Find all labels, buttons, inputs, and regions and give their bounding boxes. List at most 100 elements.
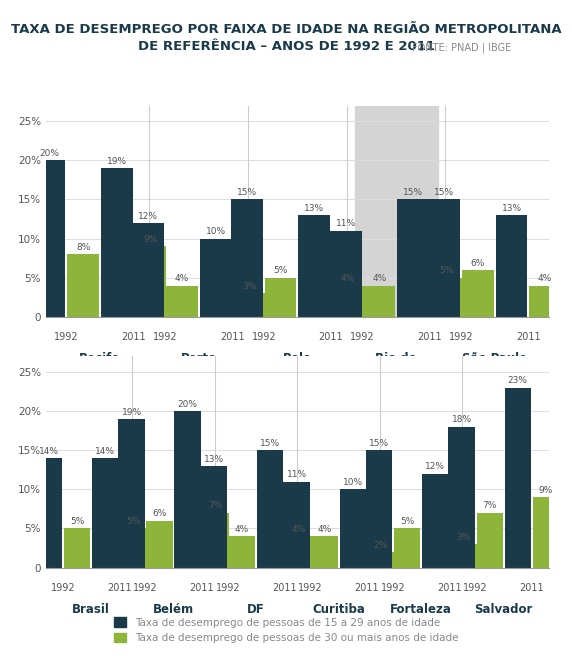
- Bar: [533, 497, 559, 568]
- Text: 1992: 1992: [381, 583, 406, 593]
- Text: 20%: 20%: [39, 149, 59, 158]
- Text: 1992: 1992: [350, 333, 375, 343]
- Bar: [476, 513, 503, 568]
- Text: 13%: 13%: [502, 204, 522, 213]
- Text: Rio de
Janeiro: Rio de Janeiro: [373, 352, 419, 380]
- Text: 5%: 5%: [400, 517, 414, 526]
- Text: 6%: 6%: [153, 510, 167, 518]
- Bar: [312, 537, 338, 568]
- Text: 10%: 10%: [205, 227, 225, 236]
- Text: 15%: 15%: [403, 188, 423, 197]
- Text: 9%: 9%: [143, 235, 157, 244]
- Text: 5%: 5%: [273, 267, 288, 275]
- Text: 2011: 2011: [107, 583, 132, 593]
- Text: Salvador: Salvador: [475, 603, 533, 616]
- Text: 2011: 2011: [437, 583, 462, 593]
- Bar: [448, 427, 475, 568]
- Bar: [529, 286, 561, 317]
- Bar: [462, 270, 494, 317]
- Bar: [201, 466, 227, 568]
- Text: Recife: Recife: [80, 352, 121, 365]
- Bar: [202, 513, 229, 568]
- Text: 14%: 14%: [39, 447, 59, 456]
- Text: 2011: 2011: [516, 333, 541, 343]
- Bar: [285, 537, 312, 568]
- Text: 3%: 3%: [456, 533, 471, 542]
- Text: 4%: 4%: [291, 525, 305, 534]
- Bar: [299, 215, 330, 317]
- Text: 2011: 2011: [355, 583, 379, 593]
- Text: 3%: 3%: [242, 282, 256, 291]
- Text: 11%: 11%: [336, 219, 356, 228]
- Bar: [231, 199, 263, 317]
- Text: 7%: 7%: [483, 502, 497, 510]
- Bar: [283, 482, 310, 568]
- Text: 4%: 4%: [341, 274, 355, 283]
- Text: 15%: 15%: [260, 439, 280, 448]
- Bar: [368, 552, 394, 568]
- Text: 20%: 20%: [178, 400, 198, 409]
- Text: 1992: 1992: [216, 583, 240, 593]
- Bar: [450, 544, 476, 568]
- Text: 6%: 6%: [471, 259, 485, 267]
- Text: 2011: 2011: [272, 583, 296, 593]
- Text: 1992: 1992: [449, 333, 474, 343]
- Text: Porto
Alegre: Porto Alegre: [177, 352, 220, 380]
- Bar: [229, 537, 255, 568]
- Bar: [92, 458, 118, 568]
- Text: 15%: 15%: [237, 188, 257, 197]
- Bar: [428, 199, 460, 317]
- Bar: [64, 529, 90, 568]
- Text: DF: DF: [247, 603, 265, 616]
- Bar: [332, 286, 364, 317]
- Text: 1992: 1992: [153, 333, 177, 343]
- Text: FONTE: PNAD | IBGE: FONTE: PNAD | IBGE: [412, 43, 511, 53]
- Text: 1992: 1992: [299, 583, 323, 593]
- Text: 4%: 4%: [175, 274, 189, 283]
- Bar: [364, 286, 395, 317]
- Text: Belo
Horizonte: Belo Horizonte: [265, 352, 329, 380]
- Text: 1992: 1992: [54, 333, 79, 343]
- Bar: [166, 286, 198, 317]
- Text: 15%: 15%: [369, 439, 389, 448]
- Text: 23%: 23%: [508, 376, 528, 385]
- Text: São Paulo: São Paulo: [462, 352, 527, 365]
- Bar: [366, 450, 392, 568]
- Bar: [146, 521, 173, 568]
- Text: 10%: 10%: [343, 478, 363, 487]
- Bar: [422, 474, 448, 568]
- Bar: [265, 278, 296, 317]
- Text: 2%: 2%: [374, 541, 388, 550]
- Bar: [330, 231, 362, 317]
- Text: Brasil: Brasil: [72, 603, 110, 616]
- Bar: [101, 168, 133, 317]
- Bar: [67, 254, 99, 317]
- Text: 5%: 5%: [70, 517, 84, 526]
- Bar: [397, 199, 428, 317]
- Bar: [120, 529, 146, 568]
- Bar: [133, 223, 164, 317]
- Text: 9%: 9%: [539, 486, 553, 495]
- Text: 2011: 2011: [319, 333, 343, 343]
- Text: 2011: 2011: [220, 333, 245, 343]
- Bar: [174, 411, 201, 568]
- Text: 1992: 1992: [51, 583, 76, 593]
- Text: 1992: 1992: [133, 583, 158, 593]
- Text: 1992: 1992: [463, 583, 488, 593]
- Legend: Taxa de desemprego de pessoas de 15 a 29 anos de idade, Taxa de desemprego de pe: Taxa de desemprego de pessoas de 15 a 29…: [109, 612, 463, 648]
- Text: 18%: 18%: [451, 415, 472, 424]
- Bar: [431, 278, 462, 317]
- Text: 8%: 8%: [76, 243, 90, 252]
- Text: 1992: 1992: [252, 333, 276, 343]
- Text: Curitiba: Curitiba: [312, 603, 365, 616]
- Text: 5%: 5%: [126, 517, 140, 526]
- Text: 2011: 2011: [418, 333, 442, 343]
- Text: Fortaleza: Fortaleza: [390, 603, 452, 616]
- Bar: [200, 238, 231, 317]
- Bar: [233, 293, 265, 317]
- Bar: [340, 489, 366, 568]
- Bar: [394, 529, 420, 568]
- Bar: [496, 215, 527, 317]
- Text: TAXA DE DESEMPREGO POR FAIXA DE IDADE NA REGIÃO METROPOLITANA
DE REFERÊNCIA – AN: TAXA DE DESEMPREGO POR FAIXA DE IDADE NA…: [11, 23, 561, 53]
- Text: 4%: 4%: [538, 274, 553, 283]
